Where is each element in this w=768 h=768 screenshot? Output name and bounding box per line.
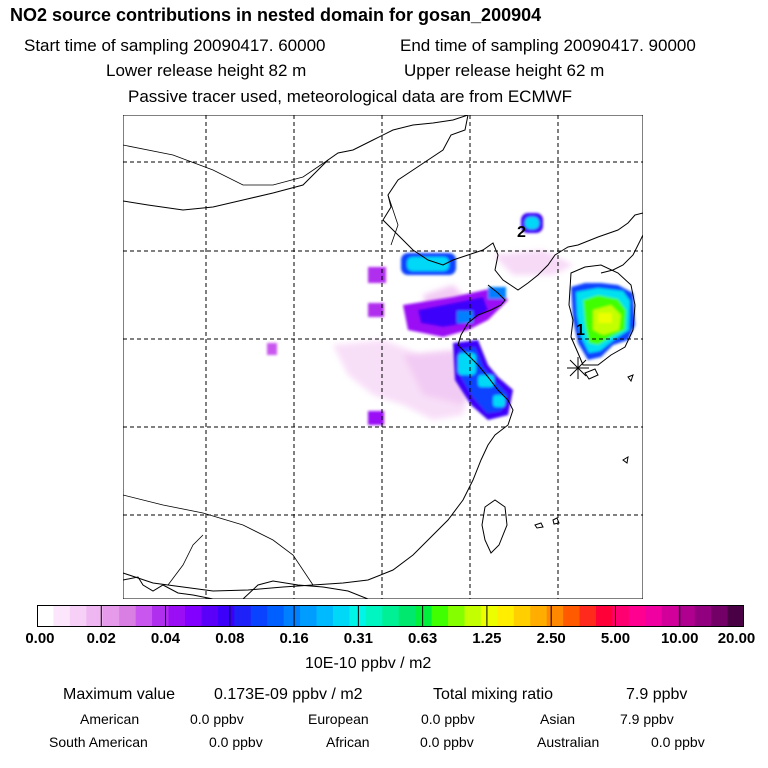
colorbar-unit: 10E-10 ppbv / m2 [305, 655, 432, 672]
region-label-2: 2 [517, 224, 526, 241]
colorbar-tick-label: 0.04 [150, 630, 181, 647]
colorbar-cell [217, 605, 235, 627]
colorbar-tick-label: 0.08 [215, 630, 245, 647]
start-time: Start time of sampling 20090417. 60000 [24, 36, 326, 55]
colorbar-cell [661, 605, 679, 627]
colorbar-cell [267, 605, 285, 627]
colorbar-cell [563, 605, 581, 627]
region-label-1: 1 [576, 322, 585, 339]
colorbar-cell [448, 605, 466, 627]
colorbar-tick-label: 1.25 [472, 630, 502, 647]
region-value-european: 0.0 ppbv [421, 711, 475, 727]
max-value: 0.173E-09 ppbv / m2 [214, 686, 363, 703]
colorbar-cell [332, 605, 350, 627]
colorbar-cell [283, 605, 301, 627]
colorbar-tick-label: 0.00 [25, 630, 55, 647]
region-value-asian: 7.9 ppbv [620, 711, 674, 727]
colorbar-cell [201, 605, 219, 627]
colorbar-tick-label: 0.02 [86, 630, 116, 647]
colorbar-tick-label: 2.50 [536, 630, 566, 647]
colorbar-cell [431, 605, 449, 627]
country-borders [123, 144, 399, 586]
colorbar-cell [398, 605, 416, 627]
region-name-asian: Asian [540, 711, 576, 727]
lower-release-height: Lower release height 82 m [106, 61, 307, 80]
colorbar-tick-label: 10.00 [660, 630, 699, 647]
colorbar [37, 605, 744, 627]
colorbar-cell [37, 605, 55, 627]
total-mixing-label: Total mixing ratio [433, 686, 554, 703]
receptor-star-icon [567, 357, 589, 379]
region-value-australian: 0.0 ppbv [651, 734, 705, 750]
colorbar-cell [316, 605, 334, 627]
region-name-australian: Australian [537, 734, 600, 750]
colorbar-cell [678, 605, 696, 627]
colorbar-cell [234, 605, 252, 627]
colorbar-cell [727, 605, 744, 627]
colorbar-cell [711, 605, 729, 627]
colorbar-tick-label: 20.00 [717, 630, 756, 647]
colorbar-cell [497, 605, 515, 627]
colorbar-cell [645, 605, 663, 627]
end-time: End time of sampling 20090417. 90000 [400, 36, 696, 55]
colorbar-cell [546, 605, 564, 627]
colorbar-cell [513, 605, 531, 627]
colorbar-cell [480, 605, 498, 627]
colorbar-cell [102, 605, 120, 627]
colorbar-cell [86, 605, 104, 627]
colorbar-cell [250, 605, 268, 627]
lat-lon-grid [123, 115, 643, 599]
colorbar-cell [596, 605, 614, 627]
colorbar-tick-label: 5.00 [600, 630, 631, 647]
region-name-european: European [308, 711, 369, 727]
total-mixing-value: 7.9 ppbv [626, 686, 688, 703]
tracer-note: Passive tracer used, meteorological data… [128, 87, 573, 106]
region-value-american: 0.0 ppbv [190, 711, 244, 727]
upper-release-height: Upper release height 62 m [404, 61, 605, 80]
colorbar-cell [628, 605, 646, 627]
colorbar-cell [168, 605, 186, 627]
colorbar-cell [365, 605, 383, 627]
colorbar-cell [382, 605, 400, 627]
colorbar-cell [53, 605, 71, 627]
colorbar-cell [184, 605, 203, 627]
colorbar-cell [530, 605, 548, 627]
colorbar-tick-label: 0.63 [408, 630, 438, 647]
colorbar-cell [152, 605, 170, 627]
colorbar-cell [300, 605, 318, 627]
colorbar-cell [694, 605, 712, 627]
colorbar-cell [69, 605, 87, 627]
region-name-south-american: South American [49, 734, 148, 750]
region-value-south-american: 0.0 ppbv [209, 734, 263, 750]
colorbar-cell [612, 605, 630, 627]
figure-title: NO2 source contributions in nested domai… [10, 5, 542, 25]
colorbar-cell [119, 605, 137, 627]
map-panel: 1 2 [123, 115, 643, 599]
region-value-african: 0.0 ppbv [420, 734, 474, 750]
max-value-label: Maximum value [63, 686, 176, 703]
region-name-african: African [326, 734, 370, 750]
colorbar-cell [415, 605, 433, 627]
colorbar-cell [579, 605, 597, 627]
colorbar-cell [135, 605, 153, 627]
colorbar-cell [464, 605, 482, 627]
colorbar-tick-label: 0.16 [279, 630, 309, 647]
colorbar-tick-label: 0.31 [343, 630, 373, 647]
region-name-american: American [80, 711, 140, 727]
